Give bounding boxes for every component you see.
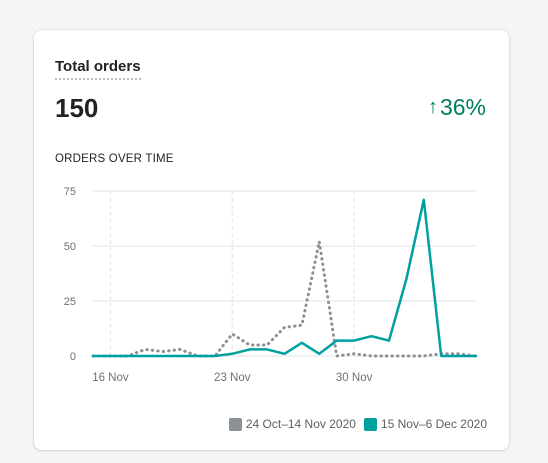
y-tick-label: 25: [64, 296, 76, 308]
legend-label-previous: 24 Oct–14 Nov 2020: [245, 417, 356, 431]
legend-item-previous[interactable]: 24 Oct–14 Nov 2020: [228, 417, 356, 431]
x-tick-label: 30 Nov: [336, 372, 373, 384]
legend-label-current: 15 Nov–6 Dec 2020: [380, 417, 487, 431]
chart-section-title: ORDERS OVER TIME: [55, 153, 174, 165]
total-orders-value: 150: [55, 93, 99, 123]
orders-over-time-chart: 0 25 50 75 16 Nov 23 Nov 30 Nov: [64, 186, 478, 384]
y-tick-label: 0: [70, 351, 76, 363]
change-percentage: 36%: [439, 94, 486, 120]
chart-legend: 24 Oct–14 Nov 2020 15 Nov–6 Dec 2020: [221, 417, 487, 431]
y-tick-label: 50: [64, 241, 76, 253]
change-indicator: ↑ 36%: [428, 94, 486, 121]
x-tick-label: 16 Nov: [92, 372, 129, 384]
x-tick-label: 23 Nov: [214, 372, 251, 384]
legend-swatch-previous: [228, 417, 242, 431]
arrow-up-icon: ↑: [427, 96, 438, 118]
legend-item-current[interactable]: 15 Nov–6 Dec 2020: [363, 417, 487, 431]
series-line-current: [91, 198, 478, 358]
legend-swatch-current: [363, 417, 377, 431]
total-orders-card: Total orders 150 ↑ 36% ORDERS OVER TIME …: [34, 30, 509, 450]
total-orders-label[interactable]: Total orders: [55, 58, 141, 80]
y-tick-label: 75: [64, 186, 76, 198]
series-line-previous: [91, 240, 478, 358]
